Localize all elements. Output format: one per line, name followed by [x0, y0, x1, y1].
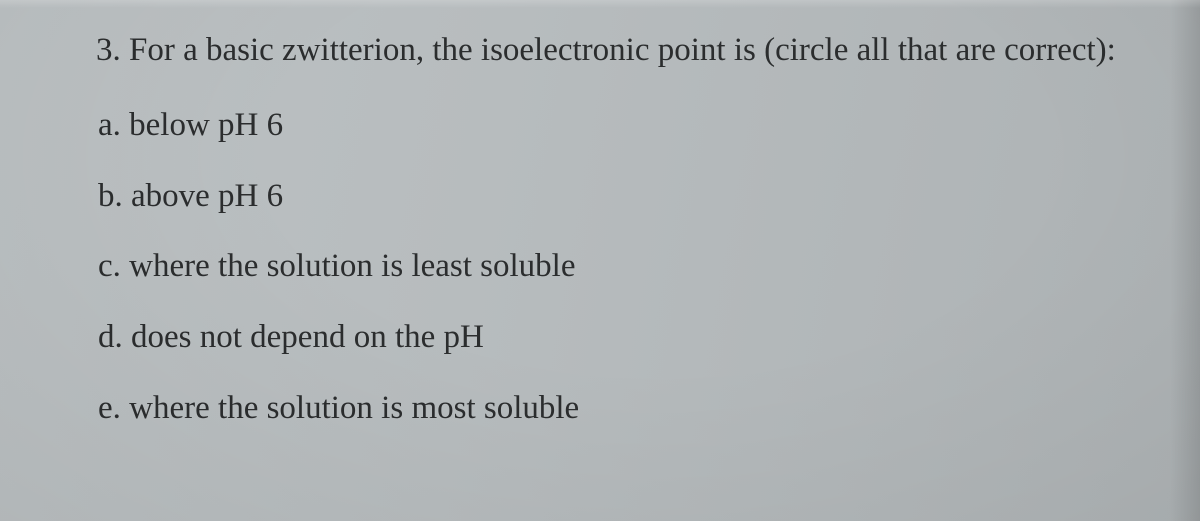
choice-d[interactable]: d. does not depend on the pH: [98, 313, 1140, 362]
choice-a[interactable]: a. below pH 6: [98, 101, 1140, 150]
choice-text: above pH 6: [131, 178, 283, 214]
question-block: 3. For a basic zwitterion, the isoelectr…: [96, 26, 1140, 433]
question-sheet: 3. For a basic zwitterion, the isoelectr…: [0, 0, 1200, 521]
choice-letter: e.: [98, 390, 121, 426]
choice-text: where the solution is most soluble: [129, 390, 579, 426]
choice-text: where the solution is least soluble: [129, 248, 575, 284]
choice-list: a. below pH 6 b. above pH 6 c. where the…: [98, 101, 1140, 433]
right-edge-shadow: [1170, 0, 1200, 521]
choice-letter: d.: [98, 319, 123, 355]
top-highlight: [0, 0, 1200, 8]
choice-letter: b.: [98, 178, 123, 214]
question-number: 3.: [96, 32, 121, 68]
choice-letter: a.: [98, 107, 121, 143]
question-stem: 3. For a basic zwitterion, the isoelectr…: [96, 26, 1140, 75]
choice-text: does not depend on the pH: [131, 319, 484, 355]
choice-letter: c.: [98, 248, 121, 284]
choice-c[interactable]: c. where the solution is least soluble: [98, 242, 1140, 291]
choice-text: below pH 6: [129, 107, 283, 143]
choice-e[interactable]: e. where the solution is most soluble: [98, 384, 1140, 433]
question-text: For a basic zwitterion, the isoelectroni…: [129, 32, 1116, 68]
choice-b[interactable]: b. above pH 6: [98, 172, 1140, 221]
